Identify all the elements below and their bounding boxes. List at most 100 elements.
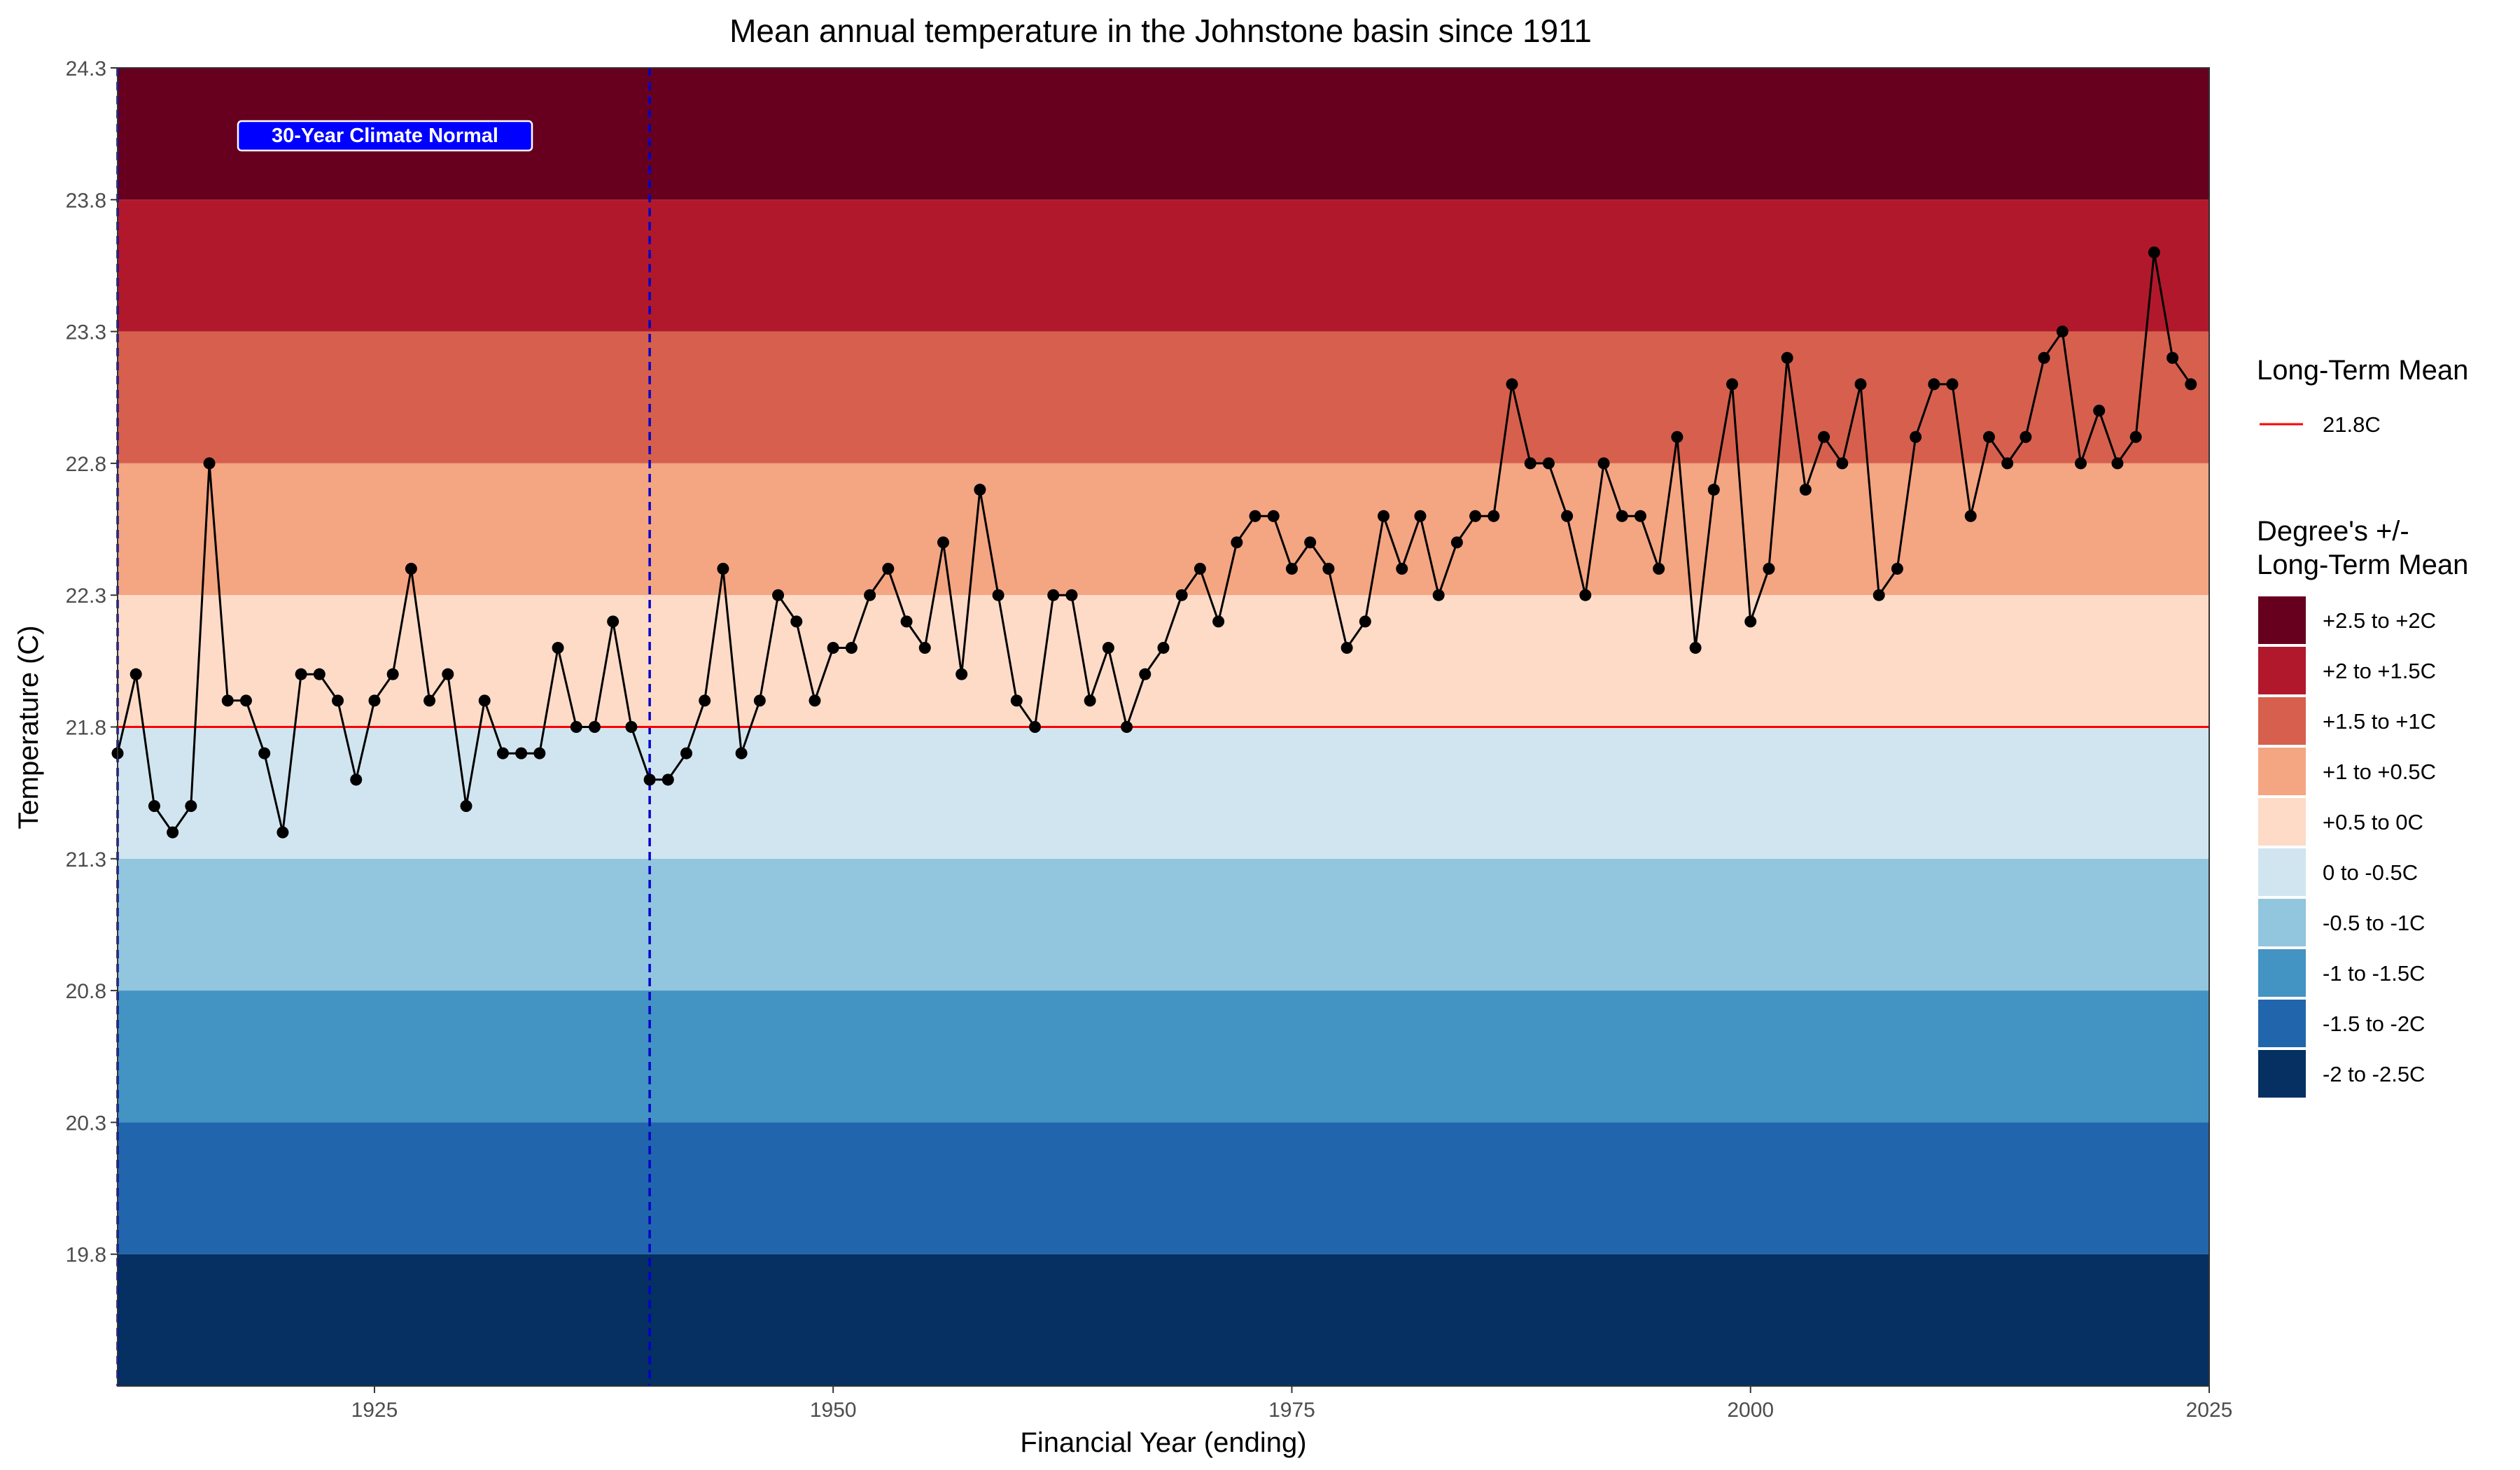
legend-band-swatch: [2258, 899, 2306, 946]
temperature-point: [1597, 457, 1610, 470]
temperature-point: [827, 642, 839, 654]
temperature-point: [313, 668, 326, 680]
temperature-point: [496, 747, 509, 760]
temperature-point: [1231, 536, 1243, 549]
temperature-band: [118, 200, 2209, 332]
temperature-point: [2075, 457, 2087, 470]
temperature-point: [368, 694, 381, 707]
temperature-band: [118, 858, 2209, 991]
climate-normal-label: 30-Year Climate Normal: [272, 125, 498, 147]
legend-band-label: -2 to -2.5C: [2323, 1062, 2425, 1086]
temperature-point: [478, 694, 491, 707]
temperature-point: [1707, 484, 1720, 496]
temperature-point: [1285, 563, 1298, 575]
temperature-point: [992, 589, 1004, 601]
temperature-point: [332, 694, 344, 707]
temperature-point: [1450, 536, 1463, 549]
temperature-point: [1029, 721, 1042, 733]
temperature-point: [882, 563, 895, 575]
temperature-point: [2185, 378, 2197, 391]
temperature-point: [148, 799, 160, 812]
legend-band-label: -1 to -1.5C: [2323, 961, 2425, 986]
temperature-point: [1084, 694, 1096, 707]
temperature-point: [588, 721, 601, 733]
y-axis: 19.8 20.3 20.8 21.3 21.8 22.3 22.8 23.3 23.8 24.3: [66, 57, 118, 1267]
temperature-point: [1469, 510, 1482, 522]
temperature-point: [1982, 430, 1995, 443]
climate-normal-label-box: [237, 120, 533, 152]
temperature-point: [918, 642, 931, 654]
temperature-point: [1872, 589, 1885, 601]
temperature-point: [900, 615, 913, 628]
legend-band-label: 0 to -0.5C: [2323, 860, 2418, 885]
temperature-point: [643, 774, 656, 786]
legend-band-swatch: [2258, 748, 2306, 795]
temperature-point: [1854, 378, 1867, 391]
temperature-band: [118, 1254, 2209, 1386]
temperature-point: [1212, 615, 1225, 628]
legend-bands-title-line2: Long-Term Mean: [2257, 550, 2468, 580]
temperature-point: [717, 563, 729, 575]
temperature-point: [405, 563, 417, 575]
temperature-point: [1726, 378, 1739, 391]
temperature-point: [515, 747, 528, 760]
temperature-point: [533, 747, 546, 760]
temperature-point: [350, 774, 363, 786]
temperature-point: [808, 694, 821, 707]
temperature-band: [118, 595, 2209, 727]
legend-mean-title: Long-Term Mean: [2257, 355, 2468, 386]
temperature-point: [1065, 589, 1078, 601]
temperature-point: [570, 721, 582, 733]
temperature-point: [2129, 430, 2142, 443]
temperature-point: [1047, 589, 1060, 601]
y-tick-label: 23.3: [66, 321, 106, 344]
temperature-point: [772, 589, 785, 601]
y-tick-label: 21.3: [66, 848, 106, 872]
temperature-point: [1799, 484, 1812, 496]
temperature-point: [699, 694, 711, 707]
temperature-point: [974, 484, 986, 496]
temperature-band: [118, 990, 2209, 1123]
temperature-point: [1488, 510, 1500, 522]
temperature-point: [2166, 351, 2179, 364]
chart-title: Mean annual temperature in the Johnstone…: [729, 13, 1592, 49]
temperature-point: [1781, 351, 1793, 364]
temperature-point: [680, 747, 693, 760]
legend-band-label: +0.5 to 0C: [2323, 810, 2423, 834]
temperature-line: [116, 252, 2192, 834]
x-tick-label: 1925: [351, 1399, 398, 1422]
temperature-point: [1542, 457, 1555, 470]
temperature-point: [203, 457, 216, 470]
y-tick-label: 20.3: [66, 1112, 106, 1135]
temperature-point: [1964, 510, 1977, 522]
legend-band-swatch: [2258, 1000, 2306, 1047]
temperature-point: [1836, 457, 1849, 470]
temperature-point: [424, 694, 436, 707]
temperature-point: [386, 668, 399, 680]
legend-band-swatch: [2258, 647, 2306, 694]
temperature-point: [1139, 668, 1152, 680]
temperature-bands: [118, 68, 2209, 1386]
y-axis-label: Temperature (C): [13, 625, 44, 829]
temperature-point: [1524, 457, 1536, 470]
legend-band-swatch: [2258, 949, 2306, 997]
temperature-point: [2038, 351, 2050, 364]
temperature-point: [239, 694, 252, 707]
legend-band-label: +1 to +0.5C: [2323, 760, 2436, 784]
temperature-point: [1340, 642, 1353, 654]
temperature-point: [1928, 378, 1940, 391]
temperature-point: [1616, 510, 1628, 522]
temperature-point: [1634, 510, 1646, 522]
temperature-point: [1194, 563, 1206, 575]
temperature-band: [118, 331, 2209, 463]
temperature-point: [552, 642, 564, 654]
temperature-point: [1359, 615, 1371, 628]
temperature-series: [111, 246, 2197, 839]
temperature-point: [1249, 510, 1261, 522]
temperature-point: [1506, 378, 1518, 391]
temperature-point: [185, 799, 197, 812]
climate-normal-annotation: 30-Year Climate Normal: [237, 120, 533, 152]
temperature-point: [955, 668, 968, 680]
y-tick-label: 20.8: [66, 980, 106, 1003]
